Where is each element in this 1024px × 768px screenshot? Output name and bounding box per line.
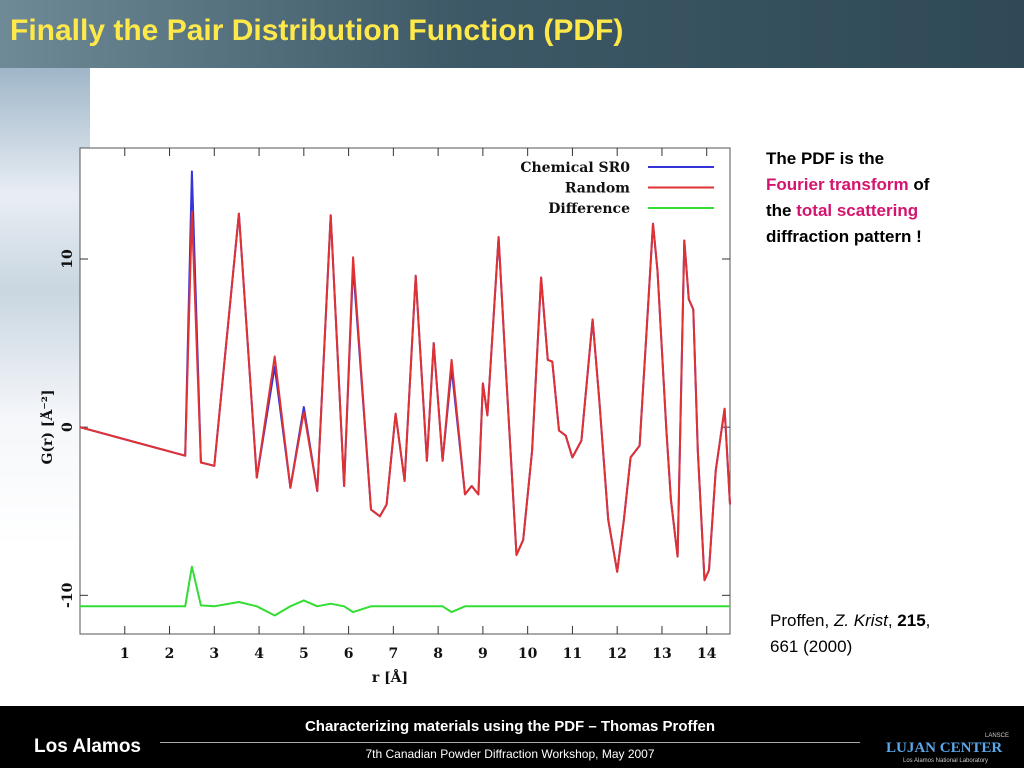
legend-label: Difference [548,201,630,217]
y-axis-label: G(r) [Å⁻²] [40,389,56,464]
citation-author: Proffen, [770,611,830,630]
y-tick-label: 10 [60,249,76,269]
x-tick-label: 5 [299,646,309,662]
x-tick-label: 9 [478,646,488,662]
y-tick-label: 0 [60,422,76,432]
x-tick-label: 6 [344,646,354,662]
citation: Proffen, Z. Krist, 215, 661 (2000) [770,608,1010,660]
x-tick-label: 2 [165,646,175,662]
x-tick-label: 4 [254,646,264,662]
legend-label: Random [565,181,630,197]
citation-punct: , [887,611,893,630]
citation-journal: Z. Krist [833,611,888,630]
x-tick-label: 13 [652,646,671,662]
note-text: the [766,201,792,220]
x-tick-label: 14 [697,646,717,662]
note-highlight: Fourier transform [766,175,909,194]
note-text: diffraction pattern ! [766,227,922,246]
legend-label: Chemical SR0 [520,160,630,176]
citation-pages: 661 (2000) [770,637,853,656]
x-tick-label: 12 [607,646,626,662]
right-logo-sub: Los Alamos National Laboratory [903,758,989,764]
note-highlight: total scattering [796,201,919,220]
background-photo [0,68,90,706]
x-tick-label: 11 [563,646,582,662]
footer-title: Characterizing materials using the PDF –… [304,718,716,735]
x-tick-label: 8 [433,646,443,662]
x-tick-label: 3 [209,646,219,662]
x-tick-label: 10 [518,646,538,662]
x-tick-label: 7 [388,646,398,662]
chart: r [Å] G(r) [Å⁻²] 1 2 3 4 5 6 7 8 9 10 11 12 13 14-100… [40,147,731,686]
footer-subtitle: 7th Canadian Powder Diffraction Workshop… [365,747,655,761]
header: Finally the Pair Distribution Function (… [0,0,1024,68]
note-text: of [913,175,930,194]
plot-frame [79,147,731,635]
y-tick-label: -10 [60,582,76,608]
footer: Characterizing materials using the PDF –… [0,706,1024,768]
note-text: The PDF is the [766,149,885,168]
data-line [79,210,731,582]
data-line [80,565,730,617]
x-tick-label: 1 [120,646,130,662]
slide-title: Finally the Pair Distribution Function (… [10,14,624,47]
left-logo: Los Alamos [34,736,141,757]
citation-punct: , [925,611,931,630]
right-logo-top: LANSCE [985,733,1010,739]
citation-volume: 215 [897,611,926,630]
note: The PDF is the Fourier transform of the … [766,146,1011,250]
footer-separator [160,742,860,743]
right-logo: LUJAN CENTER [886,740,1003,756]
x-axis-label: r [Å] [372,668,408,686]
